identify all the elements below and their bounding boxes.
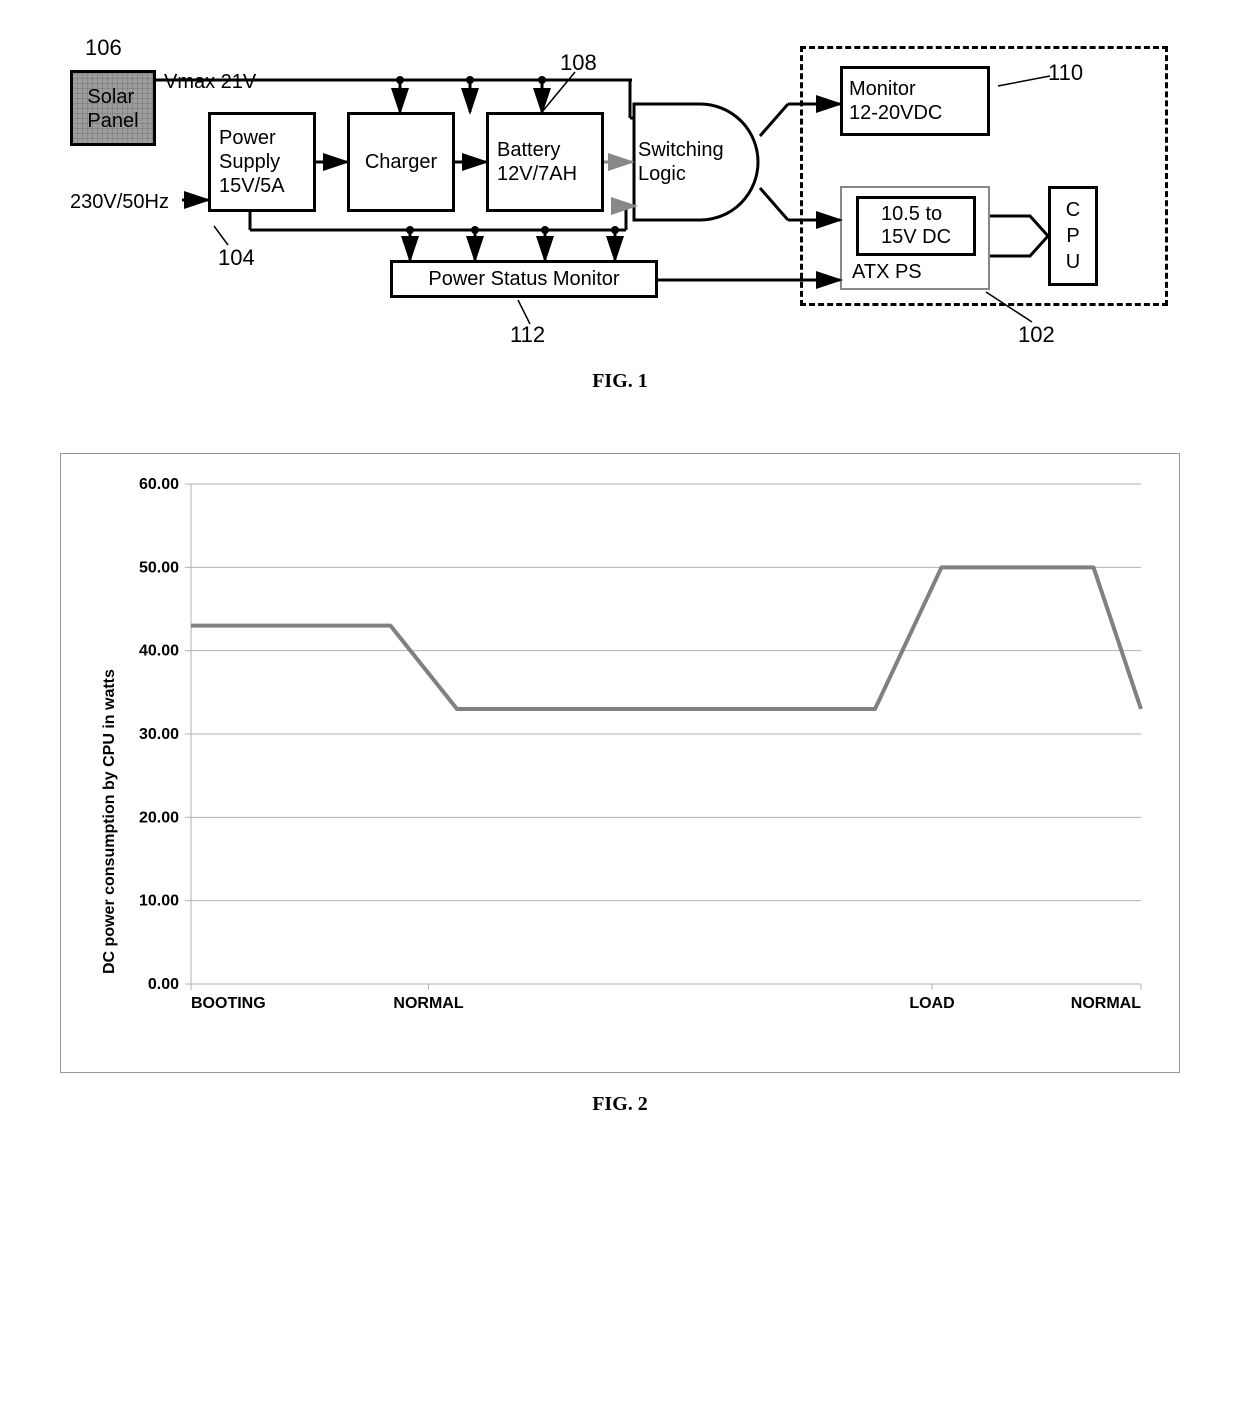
battery-ref: 108: [560, 50, 597, 76]
svg-text:40.00: 40.00: [139, 643, 179, 660]
solar-panel-label: Solar Panel: [87, 85, 138, 133]
cpu-block: C P U: [1048, 186, 1098, 286]
chart-ylabel: DC power consumption by CPU in watts: [101, 494, 119, 974]
battery-block: Battery 12V/7AH: [486, 112, 604, 212]
fig1-diagram: Solar Panel 106 Power Supply 15V/5A 104 …: [70, 30, 1170, 350]
fig1-caption: FIG. 1: [30, 370, 1210, 393]
atx-ps-block: 10.5 to 15V DC ATX PS: [840, 186, 990, 290]
battery-label: Battery 12V/7AH: [497, 138, 577, 186]
monitor-label: Monitor 12-20VDC: [849, 77, 942, 125]
svg-text:NORMAL: NORMAL: [1071, 995, 1141, 1012]
svg-text:LOAD: LOAD: [909, 995, 954, 1012]
fig2-caption: FIG. 2: [30, 1093, 1210, 1116]
svg-text:NORMAL: NORMAL: [393, 995, 463, 1012]
monitor-ref: 110: [1048, 60, 1083, 86]
chart-svg: 0.00 10.00 20.00 30.00 40.00 50.00 60.00 BOOTIN…: [61, 454, 1181, 1074]
dashed-ref: 102: [1018, 322, 1055, 348]
charger-block: Charger: [347, 112, 455, 212]
switching-logic-block: Switching Logic: [632, 102, 760, 222]
svg-text:0.00: 0.00: [148, 976, 179, 993]
svg-text:BOOTING: BOOTING: [191, 995, 266, 1012]
charger-label: Charger: [365, 150, 437, 174]
cpu-label: C P U: [1066, 197, 1080, 275]
ac-input-label: 230V/50Hz: [70, 190, 169, 214]
psm-label: Power Status Monitor: [428, 267, 619, 291]
svg-text:30.00: 30.00: [139, 726, 179, 743]
svg-text:10.00: 10.00: [139, 893, 179, 910]
solar-panel-ref: 106: [85, 35, 122, 61]
power-supply-ref: 104: [218, 245, 255, 271]
svg-text:60.00: 60.00: [139, 476, 179, 493]
power-supply-block: Power Supply 15V/5A: [208, 112, 316, 212]
solar-panel-block: Solar Panel: [70, 70, 156, 146]
psm-ref: 112: [510, 322, 545, 348]
switching-logic-label: Switching Logic: [638, 138, 724, 186]
fig2-chart: 0.00 10.00 20.00 30.00 40.00 50.00 60.00 BOOTIN…: [60, 453, 1180, 1073]
svg-text:50.00: 50.00: [139, 559, 179, 576]
svg-text:20.00: 20.00: [139, 809, 179, 826]
atx-dc-label: 10.5 to 15V DC: [856, 196, 976, 256]
figure-1-container: Solar Panel 106 Power Supply 15V/5A 104 …: [30, 30, 1210, 393]
monitor-block: Monitor 12-20VDC: [840, 66, 990, 136]
power-supply-label: Power Supply 15V/5A: [219, 126, 285, 198]
atx-ps-label: ATX PS: [852, 261, 922, 284]
psm-block: Power Status Monitor: [390, 260, 658, 298]
figure-2-container: 0.00 10.00 20.00 30.00 40.00 50.00 60.00 BOOTIN…: [30, 453, 1210, 1116]
vmax-label: Vmax 21V: [164, 70, 256, 94]
